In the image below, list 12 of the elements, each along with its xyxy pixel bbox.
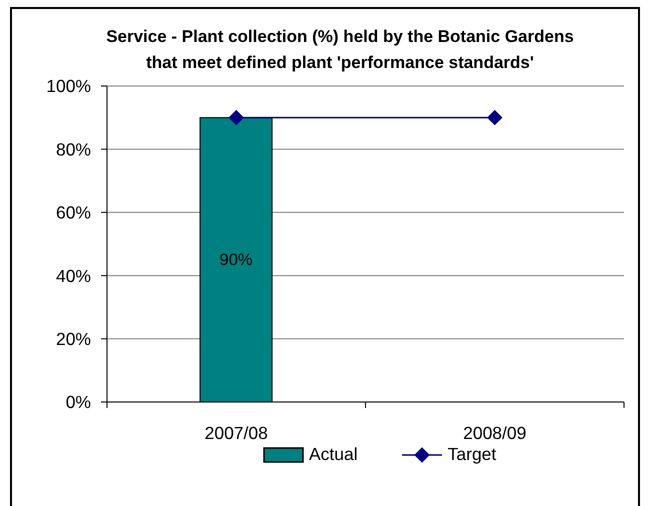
data-label: 90%	[220, 250, 253, 269]
chart-title: Service - Plant collection (%) held by the Botanic Gardens that meet defined plant 'performance standards'	[105, 26, 575, 74]
legend-label: Actual	[309, 444, 358, 465]
x-tick-label: 2008/09	[463, 423, 526, 443]
y-tick-label: 20%	[56, 329, 91, 350]
legend-label: Target	[448, 444, 496, 465]
y-tick-label: 100%	[46, 76, 91, 96]
x-tick-label: 2007/08	[204, 423, 268, 443]
y-tick-label: 40%	[56, 266, 91, 286]
y-tick-label: 80%	[56, 139, 91, 160]
y-tick-label: 0%	[66, 392, 91, 412]
y-tick-label: 60%	[56, 202, 91, 223]
